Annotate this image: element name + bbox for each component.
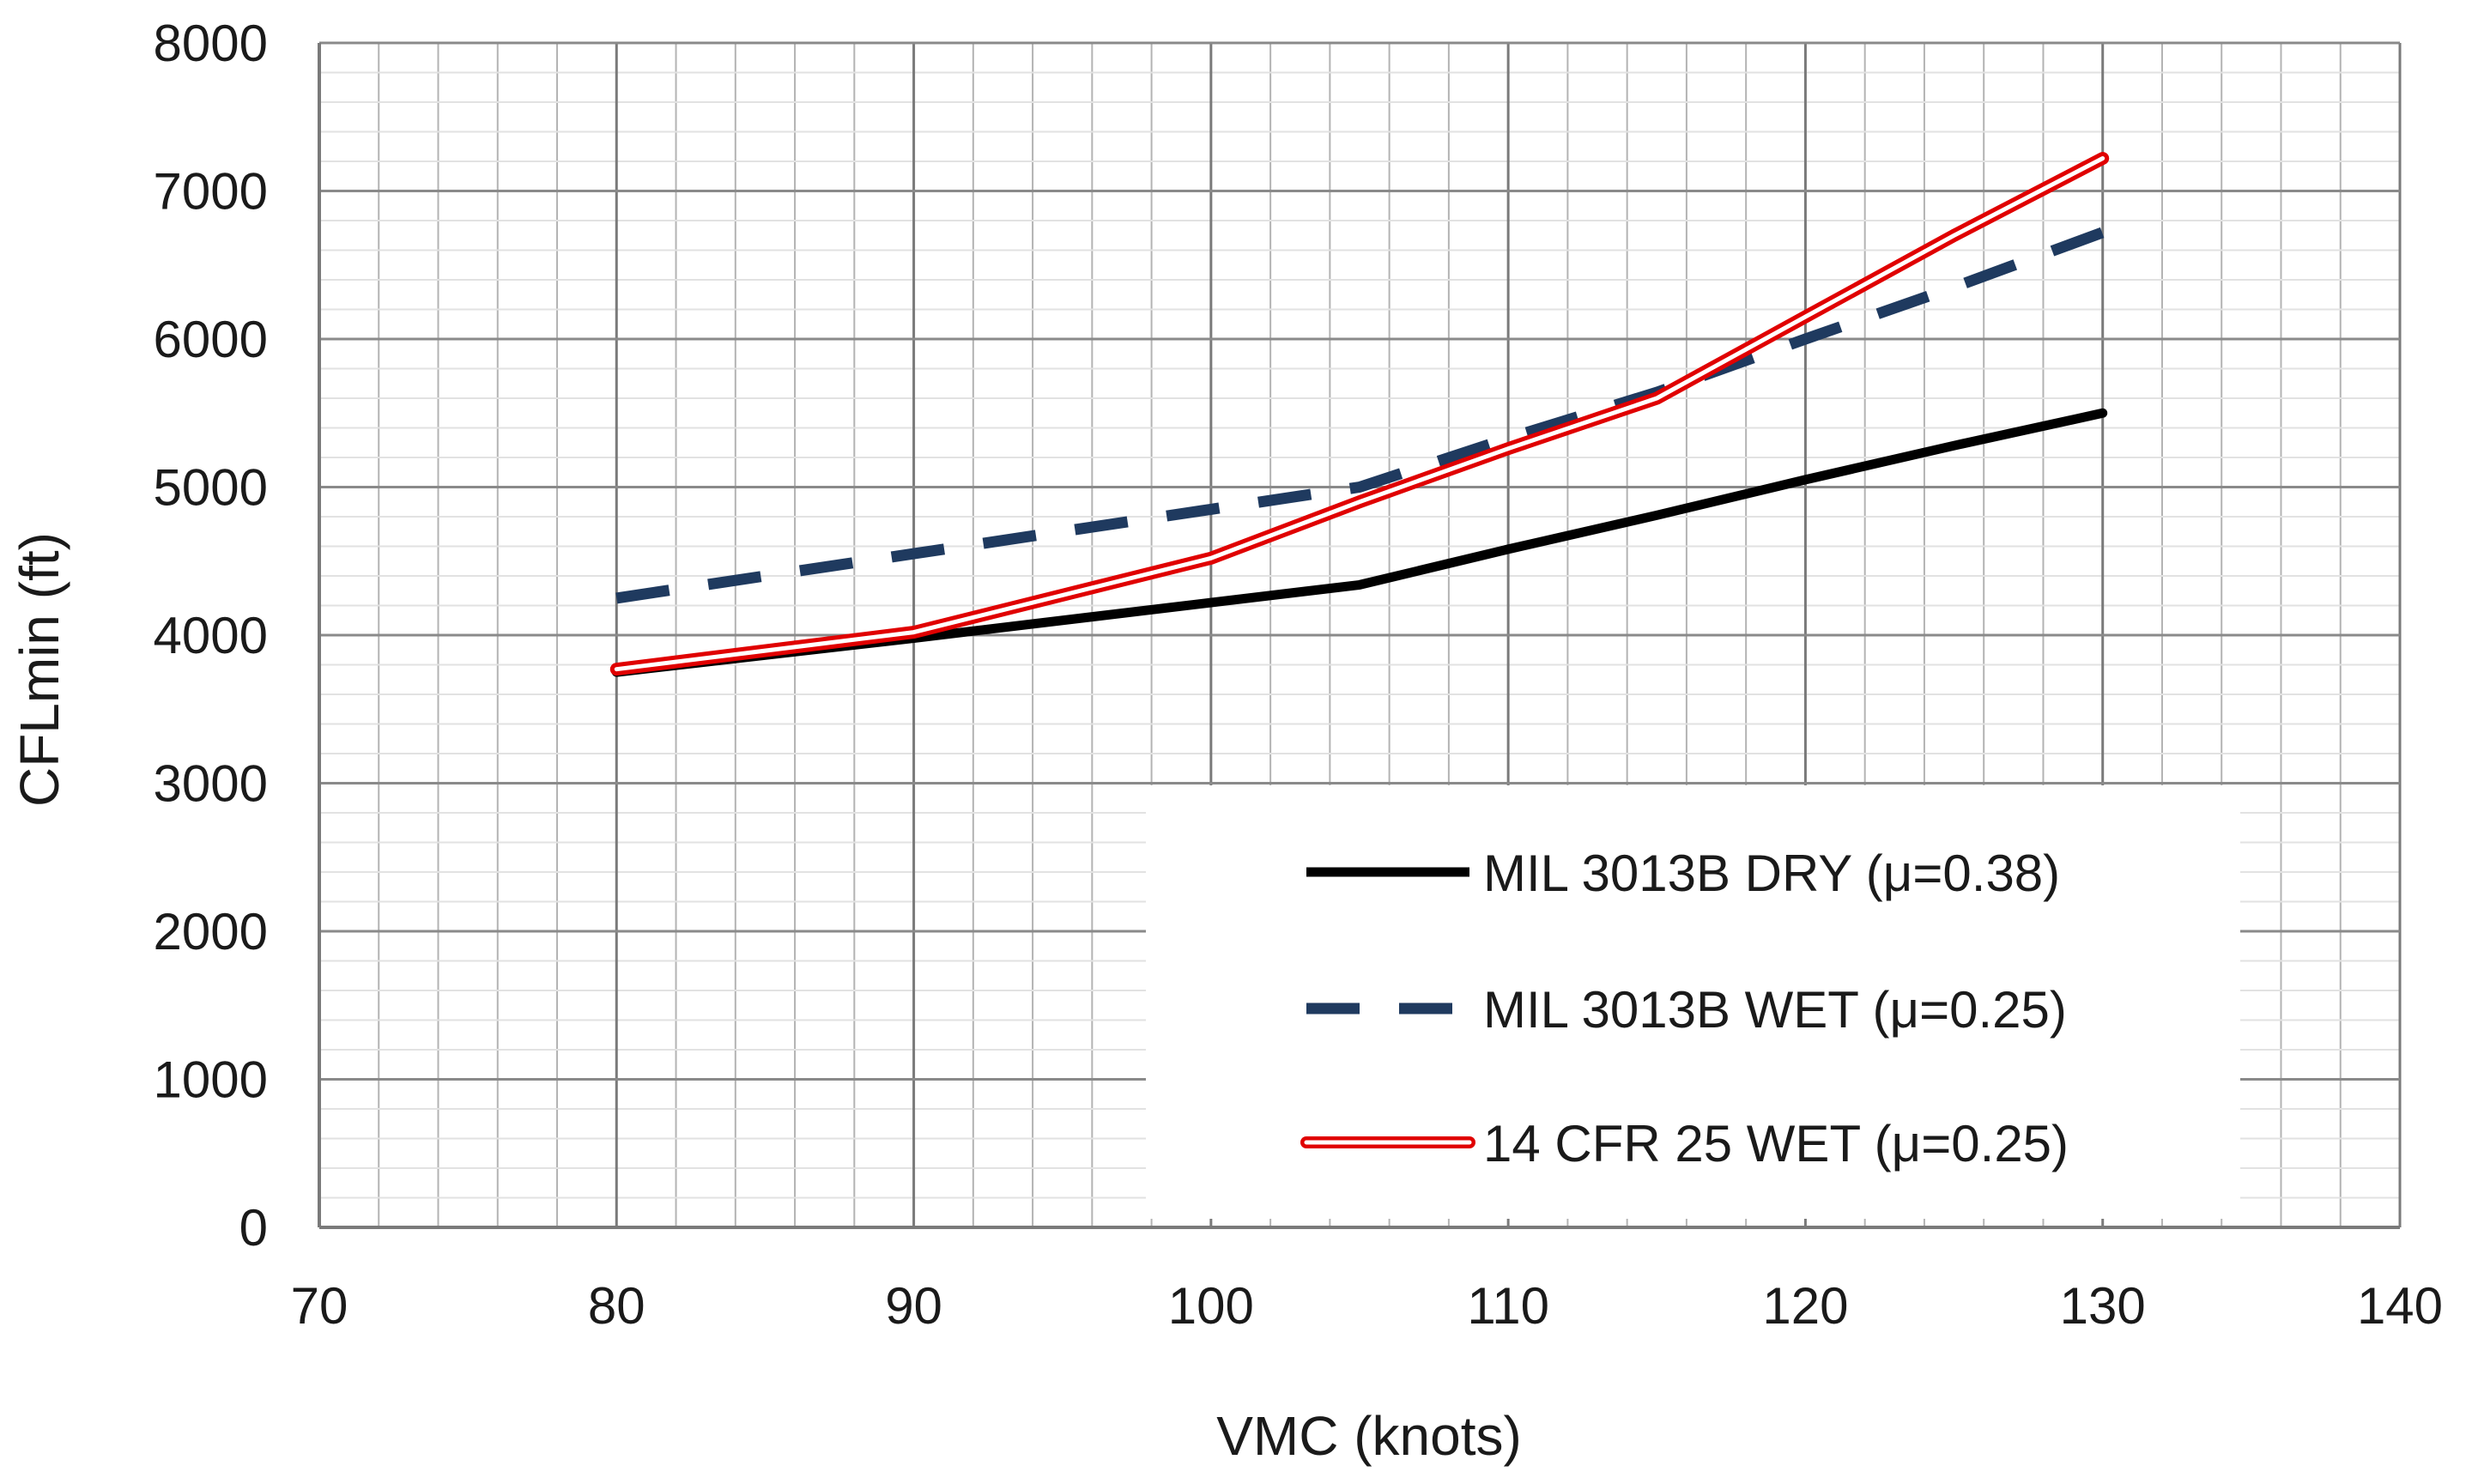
y-tick-label: 8000 [154,15,268,72]
y-tick-labels: 0 1000 2000 3000 4000 5000 6000 7000 8000 [154,15,268,1257]
x-tick-label: 90 [885,1277,942,1335]
legend-item-cfr: 14 CFR 25 WET (μ=0.25) [1300,1115,2069,1172]
y-tick-label: 6000 [154,311,268,368]
y-tick-label: 0 [239,1199,268,1257]
legend-label-wet: MIL 3013B WET (μ=0.25) [1483,981,2067,1039]
legend-item-wet: MIL 3013B WET (μ=0.25) [1306,981,2067,1039]
x-tick-label: 100 [1168,1277,1254,1335]
y-tick-label: 2000 [154,903,268,960]
x-tick-label: 110 [1467,1277,1549,1335]
legend-item-dry: MIL 3013B DRY (μ=0.38) [1306,845,2060,902]
series-line-cfr-inner [614,156,2105,672]
x-tick-label: 120 [1762,1277,1848,1335]
x-tick-label: 80 [588,1277,645,1335]
y-tick-label: 1000 [154,1051,268,1109]
y-axis-title: CFLmin (ft) [9,532,70,807]
series-layer [609,152,2110,677]
x-tick-label: 70 [291,1277,348,1335]
x-tick-labels: 70 80 90 100 110 120 130 140 [291,1277,2443,1335]
x-axis-title: VMC (knots) [1216,1405,1522,1467]
y-tick-label: 7000 [154,163,268,221]
x-tick-label: 130 [2060,1277,2146,1335]
axes [318,43,2400,1229]
series-line-wet [615,227,2105,604]
y-tick-label: 3000 [154,755,268,813]
legend-label-cfr: 14 CFR 25 WET (μ=0.25) [1483,1115,2069,1172]
series-line-dry [611,408,2108,677]
legend: MIL 3013B DRY (μ=0.38) MIL 3013B WET (μ=… [1146,785,2240,1219]
x-tick-label: 140 [2357,1277,2443,1335]
y-tick-label: 5000 [154,459,268,517]
y-tick-label: 4000 [154,607,268,664]
legend-label-dry: MIL 3013B DRY (μ=0.38) [1483,845,2060,902]
